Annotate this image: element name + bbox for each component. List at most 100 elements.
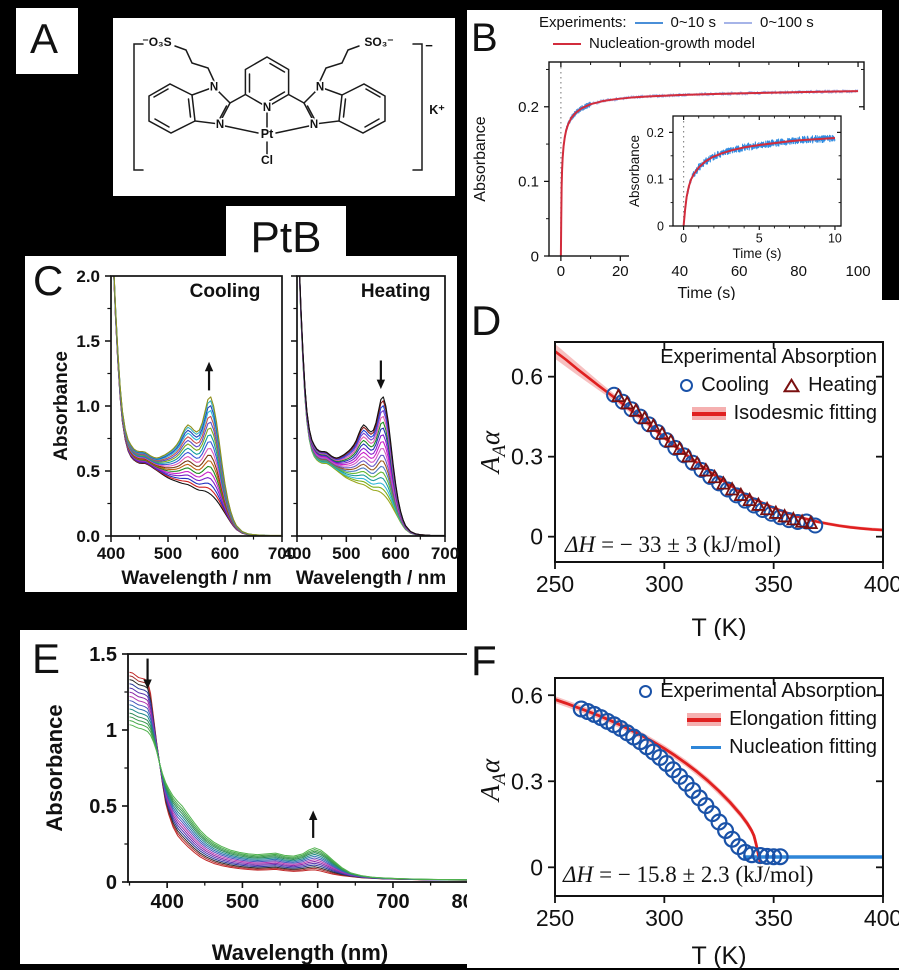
exp1-label: 0~10 s	[670, 14, 717, 31]
potassium-label: K⁺	[429, 103, 445, 117]
heating-title: Heating	[361, 281, 431, 302]
x-tick-label: 0	[680, 232, 687, 246]
spectrum-curve	[129, 704, 469, 881]
circle-marker	[771, 848, 789, 866]
spectrum-curve	[113, 276, 282, 536]
experiments-label: Experiments:	[539, 14, 627, 31]
spectrum-curve	[129, 719, 469, 881]
legend-title: Experimental Absorption	[660, 346, 877, 368]
spectrum-curve	[129, 675, 469, 881]
x-tick-label: 350	[754, 905, 792, 931]
heating-triangle-marker	[742, 491, 758, 507]
elongation-fit-label: Elongation fitting	[729, 708, 877, 730]
y-tick-label: 0.6	[511, 682, 543, 708]
legend-symbols-row: Cooling Heating	[680, 374, 877, 397]
c-heating-frame	[296, 275, 446, 537]
b-main-xlabel: Time (s)	[677, 285, 735, 302]
x-tick-label: 10	[828, 232, 842, 246]
y-tick-label: 0	[531, 248, 539, 265]
panel-f-label: F	[471, 637, 497, 684]
heating-triangle-marker	[785, 511, 801, 526]
model-curve	[682, 137, 836, 226]
y-tick-label: 1	[106, 720, 117, 742]
x-tick-label: 700	[268, 544, 296, 563]
y-tick-label: 0.2	[647, 126, 664, 140]
legend-row-experiments: Experiments: 0~10 s 0~100 s	[539, 14, 814, 31]
x-tick-label: 400	[150, 891, 183, 913]
complex-charge-label: −	[425, 38, 433, 53]
d-fit-frame	[554, 341, 884, 563]
isodesmic-fit-line-swatch	[691, 412, 726, 416]
legend-nucleation-row: Nucleation fitting	[691, 736, 877, 759]
exp2-line-swatch	[724, 21, 753, 24]
x-tick-label: 500	[154, 544, 182, 563]
elongation-fit-chart: 250 300 350 400 0 0.3 0.6 T (K)	[511, 677, 899, 970]
heating-triangle-marker	[645, 417, 661, 432]
heating-triangle-marker	[759, 500, 775, 516]
right-benzene-doubles	[342, 88, 381, 128]
heating-label: Heating	[808, 374, 877, 396]
left-ring-link	[229, 93, 247, 104]
x-tick-label: 100	[846, 263, 871, 280]
enthalpy-value: = − 33 ± 3 (kJ/mol)	[601, 532, 781, 557]
heating-triangle-marker	[610, 387, 626, 403]
y-tick-label: 2.0	[76, 267, 100, 286]
elongation-legend: Experimental Absorption Elongation fitti…	[639, 680, 877, 759]
f-ylabel-math: AAα	[475, 759, 511, 801]
b-inset-ylabel: Absorbance	[627, 135, 642, 207]
f-fit-xlabel: T (K)	[691, 942, 746, 970]
model-line-swatch	[553, 42, 581, 45]
left-n1-label: N	[210, 82, 218, 94]
isodesmic-fit-label: Isodesmic fitting	[733, 402, 877, 424]
right-bracket	[412, 43, 423, 171]
pt-label: Pt	[261, 127, 274, 141]
x-tick-label: 600	[301, 891, 334, 913]
y-tick-label: 0.1	[647, 173, 664, 187]
heating-triangle-marker	[637, 409, 653, 425]
heating-spectra	[298, 276, 445, 536]
x-tick-label: 600	[211, 544, 239, 563]
x-tick-label: 500	[226, 891, 259, 913]
e-spectra-frame	[127, 653, 473, 883]
right-imine-double	[306, 105, 317, 123]
y-tick-label: 0	[106, 872, 117, 894]
kinetics-inset: 0 5 10 0 0.1 0.2 Time (s) Absorbance	[627, 110, 873, 264]
right-imidazole	[303, 86, 343, 125]
y-tick-label: 0.3	[511, 444, 543, 470]
spectrum-curve	[129, 687, 469, 881]
d-enthalpy-annotation: ΔH = − 33 ± 3 (kJ/mol)	[565, 532, 781, 558]
left-imine-double	[217, 105, 228, 123]
y-tick-label: 0.5	[89, 796, 117, 818]
e-spectra-series-area	[129, 671, 469, 881]
c-heating-xlabel: Wavelength / nm	[296, 568, 446, 589]
cl-label: Cl	[261, 153, 273, 167]
left-bracket	[133, 43, 144, 171]
right-sulfonate-chain	[319, 45, 360, 82]
x-tick-label: 300	[645, 905, 683, 931]
c-cooling-frame	[110, 275, 283, 537]
panel-c-label: C	[33, 257, 64, 304]
d-fit-series-area	[555, 343, 883, 534]
circle-marker	[758, 847, 776, 865]
pt-n-bonds	[224, 125, 310, 134]
heating-triangle-marker	[672, 440, 688, 455]
f-fit-frame	[554, 677, 884, 897]
right-n1-label: N	[316, 82, 324, 94]
legend-exp-row: Experimental Absorption	[639, 680, 877, 703]
x-tick-label: 60	[731, 263, 748, 280]
increase-arrow-head	[308, 810, 318, 821]
heating-triangle-marker	[698, 462, 714, 477]
heating-triangle-marker	[707, 468, 723, 484]
e-spectra-xlabel: Wavelength (nm)	[212, 940, 388, 965]
c-cooling-series-area	[113, 276, 282, 536]
spectrum-curve	[129, 683, 469, 881]
heating-triangle-marker	[750, 496, 766, 511]
panel-c: C 400 500 600 700 0.0 0.5 1.0 1.5 2.0 Wavelength …	[25, 256, 459, 592]
x-tick-label: 40	[671, 263, 688, 280]
x-tick-label: 500	[332, 544, 360, 563]
enthalpy-value: = − 15.8 ± 2.3 (kJ/mol)	[599, 862, 814, 887]
left-sulfonate-chain	[174, 45, 215, 82]
exp-legend-pair: Experimental Absorption	[639, 680, 877, 703]
b-inset-xlabel: Time (s)	[733, 246, 782, 261]
